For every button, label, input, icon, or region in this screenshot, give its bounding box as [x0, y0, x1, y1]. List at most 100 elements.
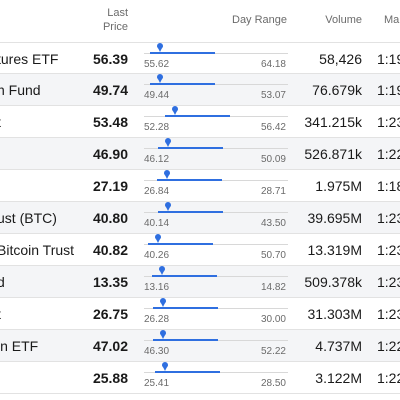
security-name-link[interactable]: d: [0, 274, 5, 290]
day-range-high: 56.42: [260, 122, 286, 133]
day-range-low: 40.26: [144, 250, 170, 261]
day-range-high: 52.22: [260, 346, 286, 357]
day-range-high: 50.09: [260, 154, 286, 165]
current-price-marker-icon: [155, 234, 161, 243]
table-row[interactable]: tures ETF 56.39 55.62 64.18 58,426 1:19: [0, 42, 400, 74]
day-range-fill: [150, 83, 215, 85]
table-row[interactable]: 27.19 26.84 28.71 1.975M 1:18: [0, 170, 400, 202]
market-time: 1:22: [377, 370, 400, 386]
volume-value: 76.679k: [312, 82, 362, 98]
day-range-bar: 46.12 50.09: [144, 138, 288, 167]
table-row[interactable]: t 26.75 26.28 30.00 31.303M 1:23: [0, 298, 400, 330]
current-price-marker-icon: [172, 106, 178, 115]
current-price-marker-icon: [165, 202, 171, 211]
last-price: 40.80: [92, 210, 128, 226]
last-price: 47.02: [92, 338, 128, 354]
day-range-fill: [153, 307, 218, 309]
last-price-label-line2: Price: [102, 21, 128, 33]
table-row[interactable]: 46.90 46.12 50.09 526.871k 1:22: [0, 138, 400, 170]
table-row[interactable]: Bitcoin Trust 40.82 40.26 50.70 13.319M 1:23: [0, 234, 400, 266]
day-range-bar: 55.62 64.18: [144, 43, 288, 72]
day-range-low: 13.16: [144, 282, 170, 293]
day-range-bar: 40.26 50.70: [144, 234, 288, 263]
volume-value: 526.871k: [304, 146, 362, 162]
table-row[interactable]: n Fund 49.74 49.44 53.07 76.679k 1:19: [0, 74, 400, 106]
table-row[interactable]: in ETF 47.02 46.30 52.22 4.737M 1:22: [0, 330, 400, 362]
day-range-bar: 26.84 28.71: [144, 170, 288, 199]
table-row[interactable]: ust (BTC) 40.80 40.14 43.50 39.695M 1:23: [0, 202, 400, 234]
day-range-bar: 13.16 14.82: [144, 266, 288, 295]
current-price-marker-icon: [160, 298, 166, 307]
day-range-fill: [165, 115, 230, 117]
day-range-fill: [153, 339, 218, 341]
last-price: 56.39: [92, 51, 128, 67]
market-time: 1:18: [377, 178, 400, 194]
day-range-low: 55.62: [144, 59, 170, 70]
security-name-link[interactable]: Bitcoin Trust: [0, 242, 75, 258]
security-name-link[interactable]: t: [0, 114, 1, 130]
table-header: Last Price Day Range Volume Ma: [0, 0, 400, 42]
volume-value: 39.695M: [307, 210, 362, 226]
market-time: 1:19: [377, 82, 400, 98]
last-price: 26.75: [92, 306, 128, 322]
table-row[interactable]: t 53.48 52.28 56.42 341.215k 1:23: [0, 106, 400, 138]
day-range-high: 28.71: [260, 186, 286, 197]
security-name-link[interactable]: n Fund: [0, 82, 41, 98]
last-price: 49.74: [92, 82, 128, 98]
day-range-fill: [152, 275, 217, 277]
day-range-fill: [158, 211, 223, 213]
volume-value: 341.215k: [304, 114, 362, 130]
current-price-marker-icon: [159, 266, 165, 275]
security-name-link[interactable]: ust (BTC): [0, 210, 57, 226]
market-time: 1:23: [377, 306, 400, 322]
table-row[interactable]: d 13.35 13.16 14.82 509.378k 1:23: [0, 266, 400, 298]
volume-value: 31.303M: [307, 306, 362, 322]
day-range-track: [144, 84, 288, 85]
day-range-high: 64.18: [260, 59, 286, 70]
market-time: 1:22: [377, 338, 400, 354]
day-range-bar: 52.28 56.42: [144, 106, 288, 135]
day-range-low: 46.12: [144, 154, 170, 165]
day-range-track: [144, 244, 288, 245]
day-range-low: 26.28: [144, 314, 170, 325]
security-name-link[interactable]: in ETF: [0, 338, 39, 354]
current-price-marker-icon: [160, 330, 166, 339]
day-range-high: 14.82: [260, 282, 286, 293]
day-range-fill: [148, 243, 213, 245]
day-range-high: 50.70: [260, 250, 286, 261]
day-range-bar: 25.41 28.50: [144, 362, 288, 391]
security-name-link[interactable]: tures ETF: [0, 51, 59, 67]
security-name-link[interactable]: t: [0, 306, 1, 322]
last-price: 46.90: [92, 146, 128, 162]
table-row[interactable]: 25.88 25.41 28.50 3.122M 1:22: [0, 362, 400, 394]
day-range-bar: 26.28 30.00: [144, 298, 288, 327]
last-price: 40.82: [92, 242, 128, 258]
day-range-low: 49.44: [144, 90, 170, 101]
current-price-marker-icon: [165, 138, 171, 147]
day-range-high: 53.07: [260, 90, 286, 101]
volume-value: 4.737M: [315, 338, 362, 354]
day-range-bar: 49.44 53.07: [144, 74, 288, 103]
market-time: 1:23: [377, 210, 400, 226]
market-time: 1:23: [377, 242, 400, 258]
volume-value: 13.319M: [307, 242, 362, 258]
day-range-bar: 40.14 43.50: [144, 202, 288, 231]
current-price-marker-icon: [162, 362, 168, 371]
day-range-low: 52.28: [144, 122, 170, 133]
current-price-marker-icon: [164, 170, 170, 179]
day-range-low: 40.14: [144, 218, 170, 229]
column-header-volume[interactable]: Volume: [325, 14, 362, 26]
column-header-last-price[interactable]: Last Price: [68, 6, 128, 34]
last-price: 13.35: [92, 274, 128, 290]
column-header-market-time[interactable]: Ma: [384, 14, 400, 26]
column-header-day-range[interactable]: Day Range: [232, 14, 288, 26]
last-price: 27.19: [92, 178, 128, 194]
market-time: 1:22: [377, 146, 400, 162]
day-range-fill: [150, 52, 215, 54]
volume-value: 509.378k: [304, 274, 362, 290]
day-range-bar: 46.30 52.22: [144, 330, 288, 359]
last-price: 25.88: [92, 370, 128, 386]
day-range-low: 25.41: [144, 378, 170, 389]
